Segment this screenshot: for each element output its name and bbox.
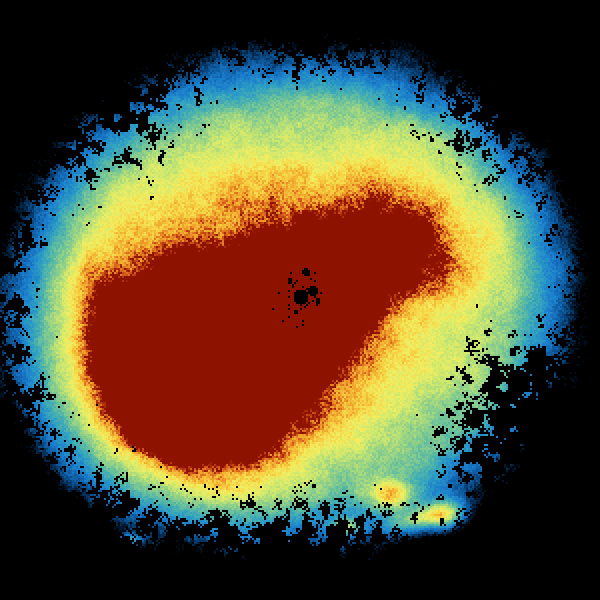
intensity-map-canvas	[0, 0, 600, 600]
image-viewer: False-colour astronomical intensity map …	[0, 0, 600, 600]
